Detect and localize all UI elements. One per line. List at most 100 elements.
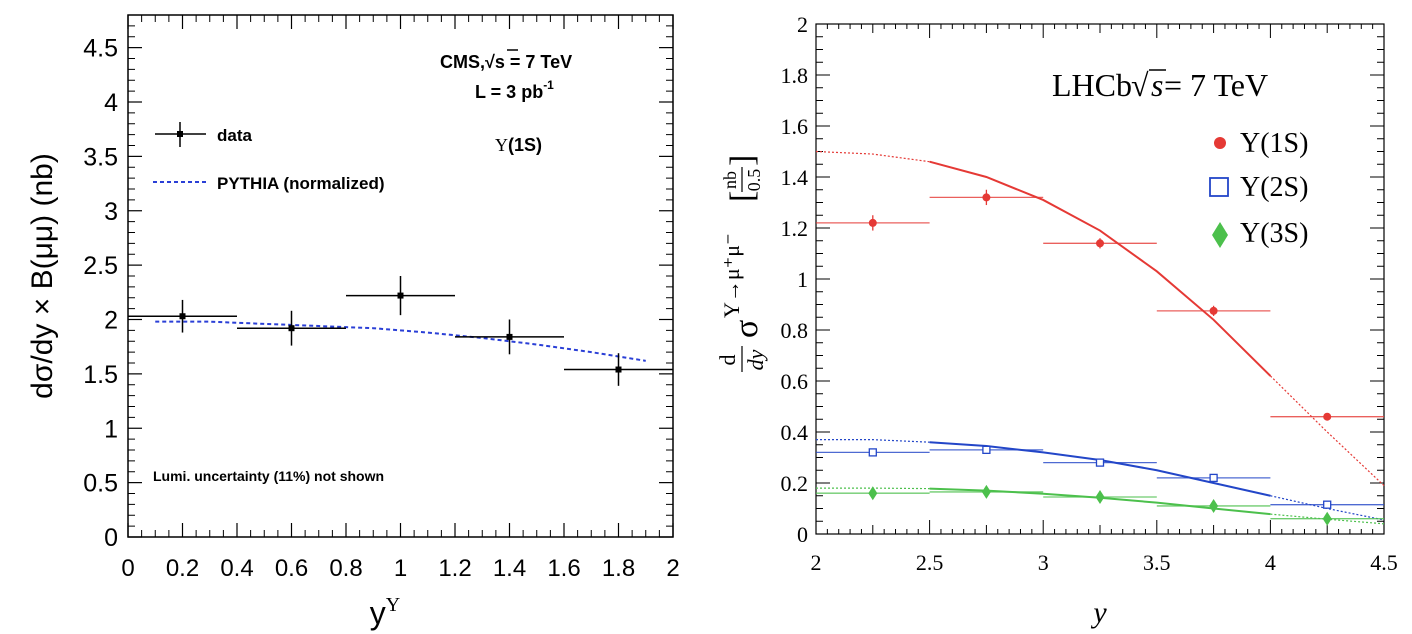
lhcb-y-axis-label: d dy σ Υ→μ⁺μ⁻ [ nb 0.5 ] <box>715 155 768 372</box>
svg-text:dy: dy <box>743 349 768 370</box>
cms-x-tick-label: 0 <box>121 555 134 582</box>
cms-x-tick-label: 0.6 <box>275 555 308 582</box>
lhcb-y-tick-label: 0.4 <box>781 420 809 445</box>
lhcb-fit-curves <box>815 150 1385 525</box>
cms-x-axis-label: yΥ <box>370 594 400 631</box>
cms-y-tick-labels: 0 0.5 1 1.5 2 2.5 3 3.5 4 4.5 <box>83 35 118 552</box>
svg-text:CMS,√s = 7 TeV: CMS,√s = 7 TeV <box>440 52 572 72</box>
svg-text:σ: σ <box>728 320 765 338</box>
svg-text:s: s <box>1151 67 1163 103</box>
lhcb-y-tick-label: 1.6 <box>781 114 809 139</box>
cms-data-point <box>128 299 237 333</box>
cms-y-tick-label: 2 <box>104 307 118 335</box>
lhcb-data-point-2s <box>1270 500 1384 509</box>
svg-text:]: ] <box>724 155 761 166</box>
lhcb-x-tick-label: 4 <box>1265 550 1276 575</box>
cms-y-tick-label: 1 <box>104 415 118 443</box>
cms-data-point <box>564 353 673 386</box>
cms-experiment-label: CMS,√s = 7 TeV <box>440 49 572 72</box>
cms-legend-data-label: data <box>217 126 253 145</box>
lhcb-x-tick-label: 4.5 <box>1370 550 1398 575</box>
lhcb-data-point-2s <box>1043 458 1157 467</box>
cms-x-tick-label: 0.4 <box>220 555 253 582</box>
cms-y-tick-label: 0.5 <box>83 470 118 498</box>
svg-text:LHCb: LHCb <box>1052 67 1132 103</box>
lhcb-data-point-3s <box>1043 490 1157 505</box>
lhcb-legend-3s-marker <box>1212 222 1228 248</box>
lhcb-experiment-label: LHCb √ s = 7 TeV <box>1052 67 1268 103</box>
cms-legend-pythia-label: PYTHIA (normalized) <box>217 174 385 193</box>
cms-y-tick-label: 3 <box>104 198 118 226</box>
cms-data-point <box>346 276 455 316</box>
cms-y-tick-label: 0 <box>104 524 118 552</box>
lhcb-y-tick-label: 1.2 <box>781 216 809 241</box>
cms-x-tick-label: 0.8 <box>329 555 362 582</box>
lhcb-y-tick-label: 1.8 <box>781 63 809 88</box>
lhcb-legend-3s-label: Υ(3S) <box>1240 218 1308 249</box>
lhcb-y-tick-label: 2 <box>797 12 808 37</box>
cms-legend: data PYTHIA (normalized) <box>153 122 385 193</box>
lhcb-fit-curve-1s <box>929 160 1272 377</box>
lhcb-x-tick-label: 2.5 <box>916 550 944 575</box>
svg-text:Υ→μ⁺μ⁻: Υ→μ⁺μ⁻ <box>719 233 744 318</box>
cms-x-tick-label: 0.2 <box>166 555 199 582</box>
cms-x-tick-label: 1.8 <box>602 555 635 582</box>
lhcb-y-tick-label: 1.4 <box>781 165 809 190</box>
svg-text:[: [ <box>724 191 761 202</box>
cms-pythia-curve <box>155 320 646 362</box>
lhcb-fit-curve-1s <box>1269 375 1385 486</box>
lhcb-data-point-1s <box>1043 238 1157 249</box>
cms-x-tick-label: 1.2 <box>438 555 471 582</box>
cms-y-tick-label: 4 <box>104 89 118 117</box>
cms-legend-data-marker <box>155 122 206 147</box>
lhcb-y-tick-label: 0.8 <box>781 318 809 343</box>
lhcb-x-tick-label: 3 <box>1038 550 1049 575</box>
lhcb-data-point-1s <box>1156 305 1271 316</box>
cms-data-point <box>455 319 564 355</box>
cms-x-tick-label: 1.6 <box>547 555 580 582</box>
lhcb-y-tick-labels: 0 0.2 0.4 0.6 0.8 1 1.2 1.4 1.6 1.8 2 <box>781 12 809 547</box>
lhcb-y-tick-label: 0.2 <box>781 471 809 496</box>
lhcb-fit-curve-1s <box>815 150 930 163</box>
cms-x-tick-labels: 0 0.2 0.4 0.6 0.8 1 1.2 1.4 1.6 1.8 2 <box>121 555 679 582</box>
cms-y-tick-label: 3.5 <box>83 143 118 171</box>
cms-pythia-line <box>155 320 646 362</box>
cms-x-tick-label: 1 <box>394 555 407 582</box>
lhcb-data-point-2s <box>816 448 930 457</box>
lhcb-data-point-1s <box>816 215 930 231</box>
lhcb-data-point-1s <box>929 189 1044 206</box>
lhcb-y-tick-label: 1 <box>797 267 808 292</box>
lhcb-chart: 2 2.5 3 3.5 4 4.5 0 0.2 0.4 0.6 0.8 1 1.2 1.4 1.6 1.8 2… <box>715 12 1398 629</box>
lhcb-x-tick-label: 2 <box>811 550 822 575</box>
cms-x-tick-label: 2 <box>666 555 679 582</box>
cms-chart: 0 0.2 0.4 0.6 0.8 1 1.2 1.4 1.6 1.8 2 0 0.5 1 1.5 2 2.5… <box>26 14 680 631</box>
svg-text:0.5: 0.5 <box>744 169 764 192</box>
lhcb-data-points <box>816 189 1384 526</box>
cms-lumi-label: L = 3 pb-1 <box>475 78 554 102</box>
cms-y-tick-label: 1.5 <box>83 361 118 389</box>
cms-data-point <box>237 310 346 346</box>
cms-y-tick-label: 2.5 <box>83 252 118 280</box>
lhcb-axis-ticks <box>815 23 1385 535</box>
cms-y-tick-label: 4.5 <box>83 35 118 63</box>
lhcb-x-tick-labels: 2 2.5 3 3.5 4 4.5 <box>811 550 1398 575</box>
cms-y-axis-label: dσ/dy × B(μμ) (nb) <box>26 153 59 399</box>
cms-data-points <box>128 276 673 386</box>
cms-lumi-note: Lumi. uncertainty (11%) not shown <box>153 468 384 484</box>
cms-state-label: Υ(1S) <box>495 135 542 155</box>
lhcb-fit-curve-2s <box>1270 495 1385 521</box>
lhcb-y-tick-label: 0.6 <box>781 369 809 394</box>
lhcb-data-point-2s <box>929 445 1044 455</box>
svg-text:nb: nb <box>720 171 740 189</box>
lhcb-x-tick-label: 3.5 <box>1143 550 1171 575</box>
lhcb-legend-2s-label: Υ(2S) <box>1240 172 1308 203</box>
cms-x-tick-label: 1.4 <box>493 555 526 582</box>
svg-text:√: √ <box>1131 67 1149 103</box>
svg-text:= 7 TeV: = 7 TeV <box>1164 67 1268 103</box>
lhcb-data-point-3s <box>929 484 1044 499</box>
lhcb-data-point-2s <box>1156 473 1271 483</box>
lhcb-data-point-3s <box>816 486 930 501</box>
lhcb-y-tick-label: 0 <box>797 522 808 547</box>
lhcb-data-point-1s <box>1270 412 1384 421</box>
